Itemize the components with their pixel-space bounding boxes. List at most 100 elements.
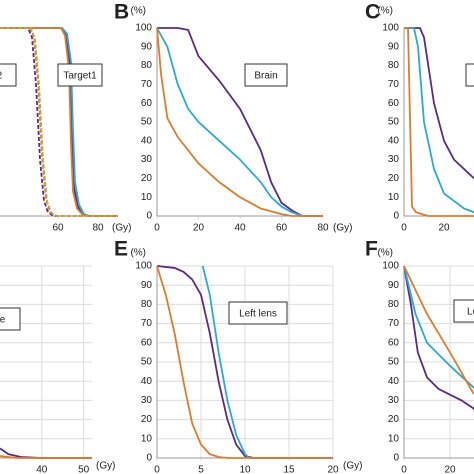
y-tick-label: 30	[141, 154, 153, 165]
y-tick-label: 50	[141, 117, 153, 128]
y-tick-label: 60	[388, 98, 400, 109]
x-tick-label: 20	[193, 223, 205, 234]
annotation: Target1	[63, 71, 97, 82]
label-box	[0, 307, 21, 331]
y-tick-label: 70	[388, 318, 400, 329]
panel-label: C	[365, 1, 380, 24]
y-tick-label: 50	[388, 357, 400, 368]
panel-label: E	[114, 238, 128, 261]
y-tick-label: 0	[146, 211, 152, 222]
y-tick-label: 40	[141, 376, 153, 387]
y-tick-label: 40	[388, 376, 400, 387]
dvh-line	[156, 265, 333, 459]
y-tick-label: 100	[135, 23, 152, 34]
dvh-line	[0, 27, 118, 217]
y-tick-label: 20	[141, 414, 153, 425]
x-tick-label: 5	[198, 465, 204, 474]
label-box	[228, 301, 288, 325]
y-tick-label: 60	[141, 337, 153, 348]
y-axis-label: (%)	[377, 6, 393, 17]
y-tick-label: 100	[135, 261, 152, 272]
x-tick-label: 20	[327, 465, 339, 474]
x-tick-label: 20	[444, 465, 456, 474]
annotation: Left lens	[239, 309, 277, 320]
y-tick-label: 100	[382, 23, 399, 34]
x-tick-label: 60	[52, 223, 64, 234]
dvh-line	[404, 27, 474, 217]
x-tick-label: 0	[154, 223, 160, 234]
y-tick-label: 70	[388, 79, 400, 90]
dvh-line	[0, 27, 118, 217]
x-tick-label: 20	[438, 223, 450, 234]
y-tick-label: 10	[141, 192, 153, 203]
y-tick-label: 70	[141, 318, 153, 329]
panel-group: 0 10 20 30 40 50 60 70 80 90 100 0 20 Lef F(%)	[365, 238, 474, 474]
dvh-line	[156, 27, 323, 217]
y-tick-label: 50	[388, 117, 400, 128]
dvh-line	[0, 27, 118, 217]
dvh-line	[403, 265, 474, 389]
y-tick-label: 100	[382, 261, 399, 272]
y-tick-label: 80	[388, 299, 400, 310]
y-tick-label: 40	[141, 135, 153, 146]
y-tick-label: 60	[141, 98, 153, 109]
y-tick-label: 0	[393, 453, 399, 464]
dvh-line	[0, 455, 92, 459]
y-tick-label: 0	[146, 453, 152, 464]
y-tick-label: 90	[141, 280, 153, 291]
y-tick-label: 90	[388, 41, 400, 52]
dvh-line	[0, 27, 118, 217]
y-tick-label: 50	[141, 357, 153, 368]
label-box	[453, 299, 474, 323]
panel-label: F	[365, 238, 378, 261]
panel-group: 0 10 20 30 40 50 60 70 80 90 100 0 20 40 60 80 Brain B (%)…	[114, 1, 352, 234]
x-tick-label: 80	[92, 223, 104, 234]
y-tick-label: 30	[141, 395, 153, 406]
panel-group: 60 80 t2 Target1 (Gy)	[0, 27, 131, 234]
dvh-line	[403, 265, 474, 411]
annotation: ye	[0, 315, 6, 326]
y-tick-label: 80	[141, 299, 153, 310]
annotation: Brain	[254, 71, 277, 82]
label-box	[57, 63, 103, 87]
dvh-line	[403, 265, 474, 396]
y-tick-label: 10	[141, 433, 153, 444]
x-tick-label: 80	[317, 223, 329, 234]
y-tick-label: 20	[141, 173, 153, 184]
y-tick-label: 90	[141, 41, 153, 52]
cropped-label-box	[465, 63, 474, 87]
y-tick-label: 80	[388, 60, 400, 71]
panel-group: 0 10 20 30 40 50 60 70 80 90 100 0 20 C(%)	[365, 1, 474, 234]
y-tick-label: 20	[388, 173, 400, 184]
panel-group: 0 10 20 30 40 50 60 70 80 90 100 0 5 10 15 20 Left lens E…	[114, 238, 362, 474]
y-tick-label: 70	[141, 79, 153, 90]
y-axis-label: (%)	[130, 6, 146, 17]
panel-group: 40 50 ye (Gy)	[0, 265, 115, 474]
x-tick-label: 10	[239, 465, 251, 474]
y-tick-label: 10	[388, 192, 400, 203]
y-tick-label: 90	[388, 280, 400, 291]
label-box	[0, 63, 17, 87]
y-tick-label: 0	[393, 211, 399, 222]
x-tick-label: 40	[36, 465, 48, 474]
y-tick-label: 30	[388, 395, 400, 406]
y-axis-label: (%)	[377, 248, 393, 259]
panel-label: B	[114, 1, 129, 24]
dvh-line	[0, 447, 92, 459]
label-box	[244, 63, 288, 87]
dvh-line	[0, 27, 118, 217]
x-tick-label: 15	[283, 465, 295, 474]
y-tick-label: 30	[388, 154, 400, 165]
x-tick-label: 0	[154, 465, 160, 474]
x-axis-label: (Gy)	[343, 461, 362, 472]
x-tick-label: 60	[276, 223, 288, 234]
y-axis-label: (%)	[130, 248, 146, 259]
x-axis-label: (Gy)	[333, 223, 352, 234]
x-axis-label: (Gy)	[112, 223, 131, 234]
dvh-line	[156, 27, 323, 217]
x-axis-label: (Gy)	[96, 461, 115, 472]
annotation: Lef	[467, 307, 474, 318]
dvh-line	[0, 27, 118, 217]
y-tick-label: 80	[141, 60, 153, 71]
x-tick-label: 0	[401, 465, 407, 474]
